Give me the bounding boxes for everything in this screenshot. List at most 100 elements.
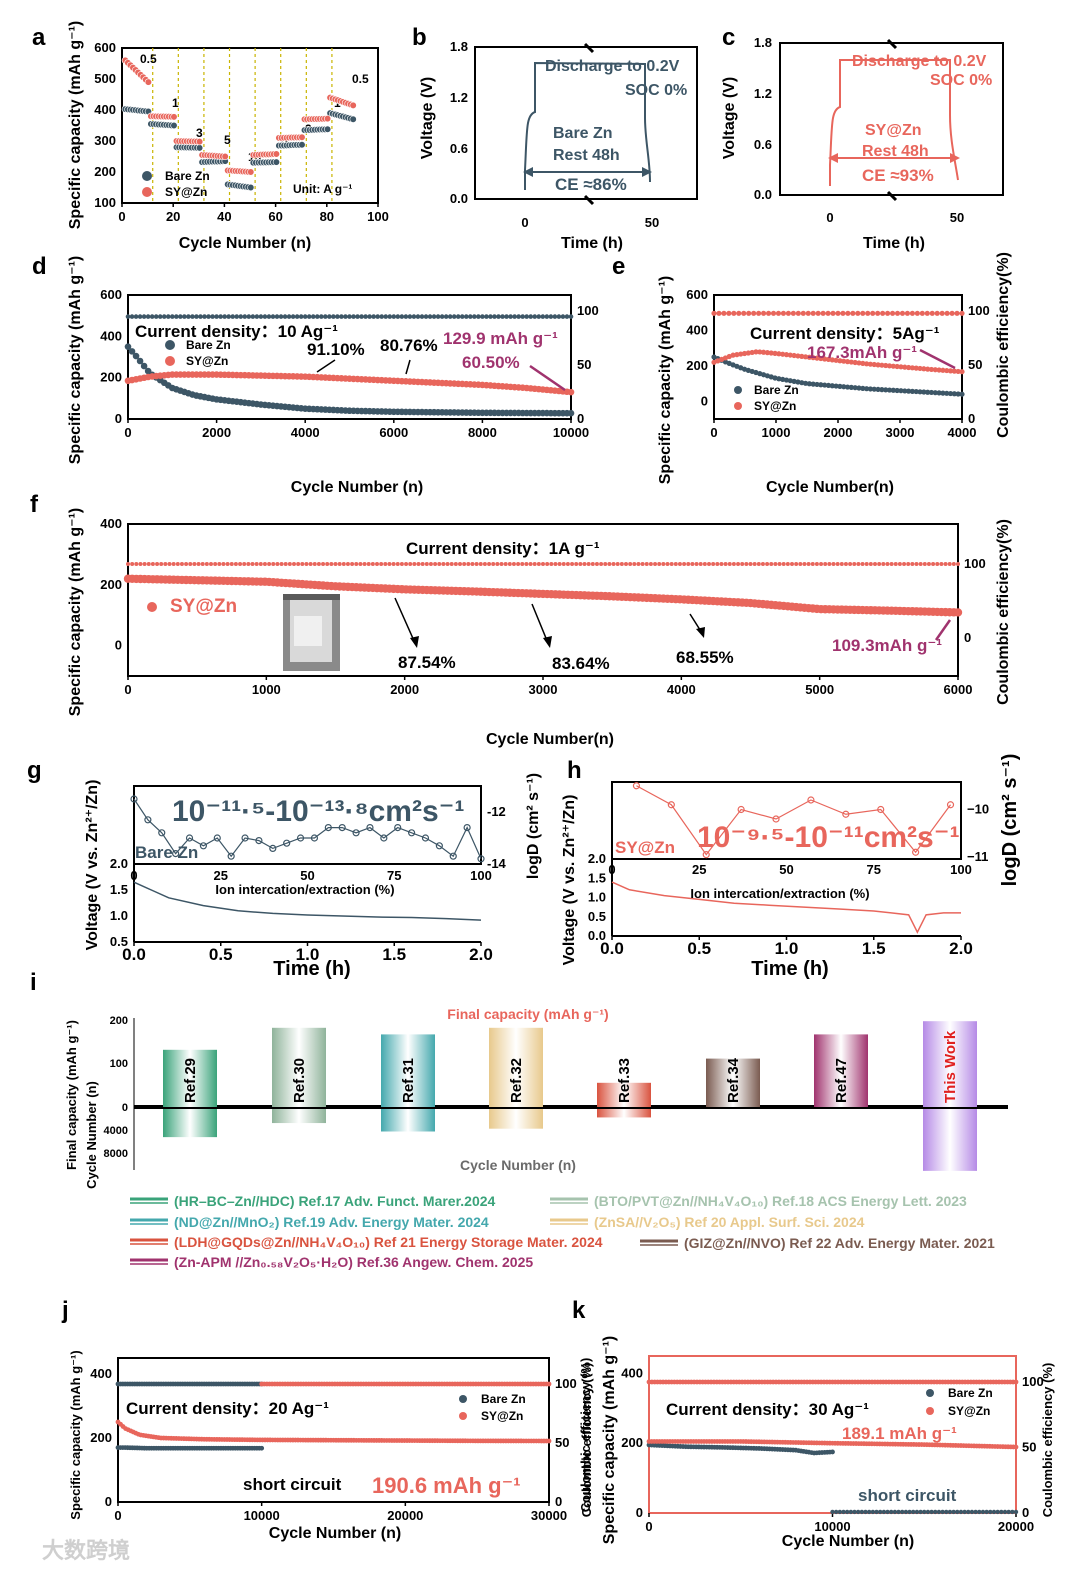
ce-f-point	[238, 562, 243, 566]
ce-e-point	[805, 310, 811, 316]
ce-d-point	[520, 314, 525, 319]
bare-short-k-point	[863, 1509, 868, 1515]
sy-rate-point	[195, 138, 204, 146]
sy-rate-point	[247, 168, 255, 176]
y-axis-label-a: Specific capacity (mAh g⁻¹)	[67, 21, 84, 230]
ce-d-point	[286, 314, 292, 319]
f2-y-tick: 100	[964, 556, 986, 571]
ce-f-point	[466, 562, 471, 566]
sy-f-point	[953, 608, 963, 617]
x-axis-label-d: Cycle Number (n)	[291, 479, 423, 496]
ce-f-point	[897, 562, 902, 566]
arrowhead-right-c	[950, 153, 960, 163]
sy-e-point	[879, 362, 885, 368]
ce-f-point	[760, 562, 765, 566]
bare-short-k-point	[885, 1509, 890, 1515]
ce-e-point	[795, 310, 801, 316]
g-y-tick: 1.0	[110, 908, 128, 923]
ce-d-point	[536, 314, 542, 319]
panel-label-e: e	[612, 253, 625, 280]
ce-e-point	[810, 310, 816, 316]
ce-f-point	[864, 562, 869, 566]
ce-e-point	[736, 310, 742, 316]
sy-e-point	[791, 352, 797, 359]
ce-f-point	[250, 562, 255, 566]
sy-e-point	[745, 350, 751, 356]
ce-f-point	[570, 562, 575, 566]
ce-f-point	[902, 562, 907, 566]
legend-marker-bare-j	[459, 1395, 467, 1403]
bare-e-point	[940, 390, 946, 396]
annotation-capacity-d: 129.9 mAh g⁻¹	[443, 329, 558, 348]
bare-e-point	[894, 387, 900, 394]
ce-e-point	[875, 310, 881, 316]
ce-f-point	[404, 562, 409, 566]
bare-e-point	[867, 386, 874, 392]
legend-entry: (LDH@GQDs@Zn//NH₄V₄O₁₀) Ref 21 Energy St…	[174, 1234, 603, 1250]
capacity-bar	[163, 1049, 217, 1107]
ce-d-point	[415, 314, 421, 319]
ce-f-point	[740, 562, 745, 566]
ce-f-point	[200, 562, 205, 566]
ce-f-point	[711, 562, 716, 566]
j-x-tick: 10000	[244, 1508, 280, 1523]
y-tick-i-8000: 8000	[104, 1148, 128, 1160]
ce-f-point	[495, 562, 500, 566]
bare-j-point	[259, 1445, 265, 1451]
bare-e-point	[879, 387, 885, 393]
y-axis-label-c: Voltage (V)	[721, 77, 738, 159]
ce-e-point	[865, 310, 871, 316]
y-axis-label-h: Voltage (V vs. Zn²⁺/Zn)	[561, 795, 578, 966]
ce-e-point	[899, 310, 906, 316]
ce-f-point	[453, 562, 458, 566]
bare-short-k-point	[929, 1509, 934, 1515]
panel-label-c: c	[722, 24, 735, 51]
sy-e-point	[864, 361, 870, 367]
ce-d-point	[157, 314, 163, 319]
sy-e-point	[829, 357, 835, 363]
arrowhead-left-c	[828, 153, 838, 163]
ce-f-point	[873, 562, 877, 566]
logd-g-point	[227, 852, 235, 860]
sy-e-point	[738, 351, 744, 357]
arrow-8364-f	[531, 603, 549, 644]
f-x-tick: 2000	[390, 682, 419, 697]
sy-e-point	[848, 359, 854, 365]
j2-y-tick: 0	[555, 1494, 562, 1509]
y-axis-label-d: Specific capacity (mAh g⁻¹)	[67, 256, 84, 465]
h-x-tick: 1.5	[862, 939, 886, 958]
ce-d-point	[504, 314, 509, 319]
panel-label-a: a	[32, 24, 46, 51]
ce-d-point	[472, 314, 477, 319]
ce-f-point	[578, 562, 583, 566]
sy-e-point	[898, 364, 904, 370]
ce-f-point	[802, 562, 807, 566]
x-tick-c-50: 50	[950, 210, 964, 225]
bare-short-k-point	[911, 1509, 916, 1515]
sy-e-point	[883, 362, 889, 369]
capacity-bar	[381, 1034, 435, 1107]
bare-short-k-point	[833, 1509, 839, 1515]
ce-d-point	[290, 314, 296, 319]
logd-g-point	[352, 829, 360, 837]
ce-e-point	[790, 310, 796, 316]
bare-e-point	[913, 388, 919, 395]
y-tick-c-1.2: 1.2	[754, 86, 772, 101]
sy-e-point	[856, 360, 862, 366]
ce-f-point	[736, 562, 741, 566]
ce-d-point	[476, 314, 481, 319]
bare-e-point	[890, 387, 896, 393]
f-y-tick: 200	[100, 577, 122, 592]
sy-e-point	[871, 361, 877, 368]
ce-f-point	[785, 562, 790, 566]
legend-marker-sy-d	[165, 356, 175, 366]
ce-f-point	[304, 562, 309, 566]
cycle-bar	[272, 1109, 326, 1124]
x-axis-label-b: Time (h)	[561, 235, 623, 252]
watermark: 大数跨境	[42, 1538, 130, 1563]
sy-e-point	[757, 349, 763, 355]
ce-f-point	[395, 562, 400, 566]
ce-d-point	[254, 314, 260, 319]
ce-f-point	[819, 562, 824, 566]
